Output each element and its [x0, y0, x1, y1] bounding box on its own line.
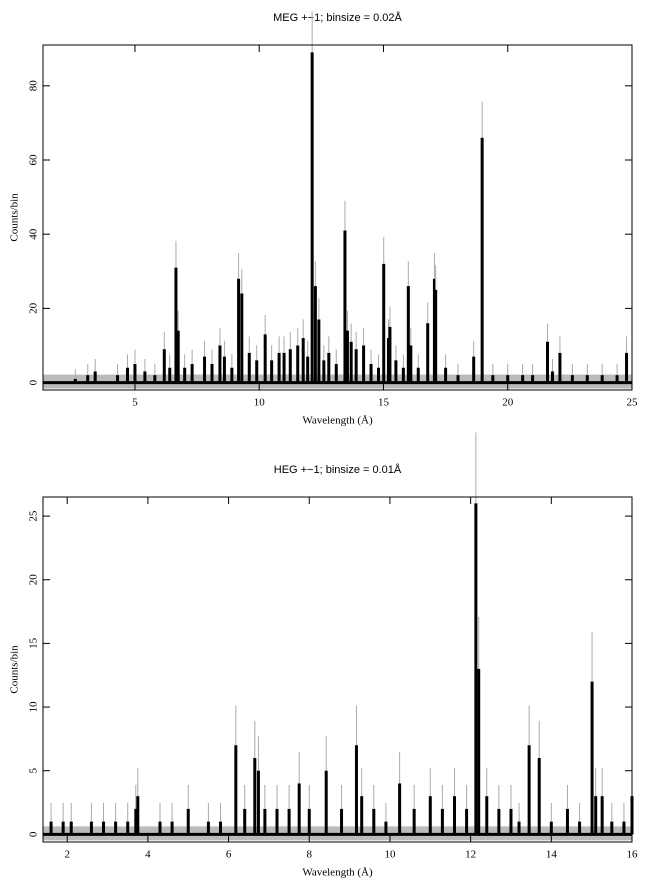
y-tick-label: 5: [28, 767, 40, 773]
y-tick-label: 40: [28, 228, 40, 240]
y-tick-label: 80: [28, 80, 40, 92]
x-tick-label: 4: [145, 849, 151, 861]
x-tick-label: 2: [64, 849, 70, 861]
y-tick-label: 25: [28, 510, 40, 522]
x-axis-label: Wavelength (Å): [302, 415, 373, 427]
y-axis-label: Counts/bin: [9, 193, 21, 242]
y-tick-label: 10: [28, 701, 40, 713]
x-tick-label: 14: [546, 849, 558, 861]
x-tick-label: 8: [307, 849, 313, 861]
x-tick-label: 10: [384, 849, 396, 861]
plot-frame: [42, 496, 633, 843]
x-tick-label: 10: [254, 397, 266, 409]
chart-title: MEG +−1; binsize = 0.02Å: [273, 11, 402, 24]
chart-title: HEG +−1; binsize = 0.01Å: [274, 463, 402, 476]
x-axis-label: Wavelength (Å): [302, 867, 373, 879]
x-tick-label: 6: [226, 849, 232, 861]
y-tick-label: 60: [28, 154, 40, 166]
x-tick-label: 25: [627, 397, 639, 409]
x-tick-label: 12: [465, 849, 476, 861]
x-tick-label: 20: [502, 397, 514, 409]
x-tick-label: 5: [132, 397, 138, 409]
plot-frame: [42, 44, 633, 391]
y-axis-label: Counts/bin: [9, 645, 21, 694]
y-tick-label: 20: [28, 574, 40, 586]
y-tick-label: 15: [28, 637, 40, 649]
y-tick-label: 0: [28, 379, 40, 385]
y-tick-label: 20: [28, 302, 40, 314]
x-tick-label: 15: [378, 397, 390, 409]
y-tick-label: 0: [28, 831, 40, 837]
x-tick-label: 16: [627, 849, 639, 861]
